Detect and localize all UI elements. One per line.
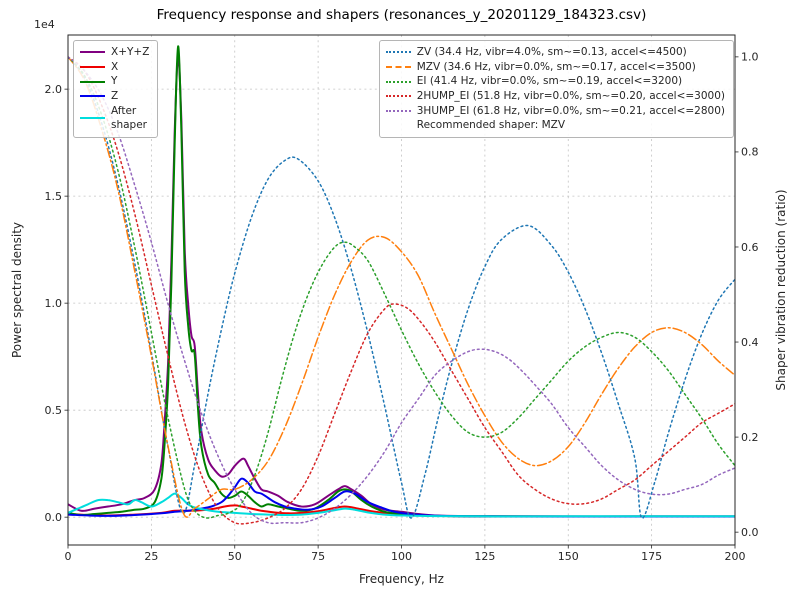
x-tick-label: 200 xyxy=(725,550,746,563)
x-tick-label: 25 xyxy=(144,550,158,563)
series-line-mzv xyxy=(68,56,735,518)
x-axis-label: Frequency, Hz xyxy=(359,572,444,586)
y-left-tick-label: 1.5 xyxy=(45,190,63,203)
legend-item-label: 2HUMP_EI (51.8 Hz, vibr=0.0%, sm~=0.20, … xyxy=(416,90,725,103)
series-line-y xyxy=(68,45,735,518)
legend-item-label: X xyxy=(111,60,119,73)
legend-item: X+Y+Z xyxy=(80,45,149,60)
legend-line-swatch xyxy=(385,95,411,98)
series-line-z xyxy=(68,477,735,518)
y-left-tick-label: 0.5 xyxy=(45,404,63,417)
y-right-tick-label: 0.0 xyxy=(741,526,759,539)
y-right-tick-label: 1.0 xyxy=(741,51,759,64)
legend-line-swatch xyxy=(385,51,411,54)
y-right-axis-label: Shaper vibration reduction (ratio) xyxy=(774,189,788,391)
legend-item-label: 3HUMP_EI (61.8 Hz, vibr=0.0%, sm~=0.21, … xyxy=(416,104,725,117)
x-tick-label: 75 xyxy=(311,550,325,563)
legend-item: EI (41.4 Hz, vibr=0.0%, sm~=0.19, accel<… xyxy=(385,74,725,89)
series-line-after-shaper xyxy=(68,492,735,518)
x-tick-label: 125 xyxy=(474,550,495,563)
legend-item: After shaper xyxy=(80,104,149,133)
legend-item-label: ZV (34.4 Hz, vibr=4.0%, sm~=0.13, accel<… xyxy=(416,46,687,58)
legend-item: 3HUMP_EI (61.8 Hz, vibr=0.0%, sm~=0.21, … xyxy=(385,104,725,119)
recommended-shaper-note: Recommended shaper: MZV xyxy=(416,119,566,132)
x-tick-label: 50 xyxy=(228,550,242,563)
legend-line-swatch xyxy=(385,66,411,69)
y-right-tick-label: 0.6 xyxy=(741,241,759,254)
legend-line-swatch xyxy=(80,117,105,120)
chart-title: Frequency response and shapers (resonanc… xyxy=(156,7,647,23)
x-tick-label: 150 xyxy=(558,550,579,563)
series-line-2hump_ei xyxy=(68,56,735,525)
legend-item-label: Z xyxy=(111,90,119,103)
y-right-tick-label: 0.4 xyxy=(741,336,759,349)
legend-shapers: ZV (34.4 Hz, vibr=4.0%, sm~=0.13, accel<… xyxy=(378,40,734,139)
x-tick-label: 175 xyxy=(641,550,662,563)
y-axis-offset-text: 1e4 xyxy=(34,18,55,31)
legend-item: MZV (34.6 Hz, vibr=0.0%, sm~=0.17, accel… xyxy=(385,60,725,75)
series-line-zv xyxy=(68,56,735,519)
y-left-tick-label: 2.0 xyxy=(45,83,63,96)
legend-line-swatch xyxy=(80,95,105,98)
legend-item: X xyxy=(80,60,149,75)
y-right-tick-label: 0.2 xyxy=(741,431,759,444)
legend-line-swatch xyxy=(385,80,411,83)
y-right-tick-label: 0.8 xyxy=(741,146,759,159)
legend-item: Z xyxy=(80,89,149,104)
legend-line-swatch xyxy=(80,80,105,83)
legend-line-swatch xyxy=(80,66,105,69)
y-left-tick-label: 0.0 xyxy=(45,511,63,524)
legend-psd: X+Y+Z X Y Z After shaper xyxy=(73,40,159,139)
legend-item-label: X+Y+Z xyxy=(111,46,150,58)
x-tick-label: 100 xyxy=(391,550,412,563)
legend-item-label: EI (41.4 Hz, vibr=0.0%, sm~=0.19, accel<… xyxy=(416,75,683,88)
legend-item: 2HUMP_EI (51.8 Hz, vibr=0.0%, sm~=0.20, … xyxy=(385,89,725,104)
series-line-ei xyxy=(68,56,735,519)
y-left-axis-label: Power spectral density xyxy=(10,221,24,359)
series-line-3hump_ei xyxy=(68,56,735,525)
legend-item: Y xyxy=(80,74,149,89)
legend-item-label: MZV (34.6 Hz, vibr=0.0%, sm~=0.17, accel… xyxy=(416,60,696,73)
legend-line-swatch xyxy=(80,51,105,54)
legend-item-label: Y xyxy=(111,75,118,88)
legend-item: ZV (34.4 Hz, vibr=4.0%, sm~=0.13, accel<… xyxy=(385,45,725,60)
y-left-tick-label: 1.0 xyxy=(45,297,63,310)
legend-line-swatch xyxy=(385,110,411,113)
legend-item-label: After shaper xyxy=(111,104,148,132)
x-tick-label: 0 xyxy=(65,550,72,563)
